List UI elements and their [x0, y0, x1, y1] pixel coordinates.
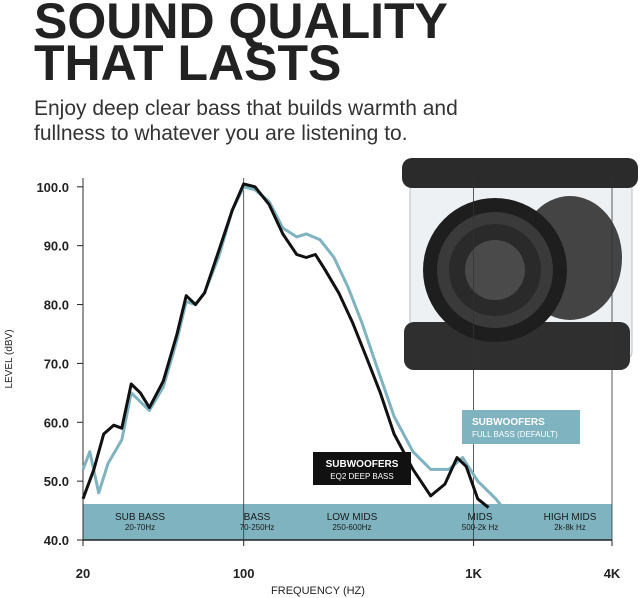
legend-name: SUBWOOFERS	[326, 459, 399, 470]
band-name: HIGH MIDS	[544, 512, 597, 523]
y-tick-label: 70.0	[44, 356, 69, 371]
y-tick-label: 40.0	[44, 533, 69, 548]
title-line: THAT LASTS	[34, 35, 341, 91]
band-name: LOW MIDS	[327, 512, 378, 523]
y-tick-label: 50.0	[44, 474, 69, 489]
y-axis-label: LEVEL (dBV)	[4, 329, 15, 388]
x-tick-label: 4K	[604, 566, 621, 581]
y-tick-label: 100.0	[36, 180, 69, 195]
legend-mode: EQ2 DEEP BASS	[330, 472, 393, 481]
speaker-image	[402, 158, 638, 370]
band-range: 500-2k Hz	[462, 523, 498, 532]
series-line	[81, 182, 490, 509]
band-range: 2k-8k Hz	[554, 523, 586, 532]
y-tick-label: 90.0	[44, 239, 69, 254]
legend-mode: FULL BASS (DEFAULT)	[472, 430, 558, 439]
x-tick-label: 1K	[465, 566, 482, 581]
band-range: 20-70Hz	[125, 523, 155, 532]
band-name: MIDS	[468, 512, 493, 523]
subtitle-line: Enjoy deep clear bass that builds warmth…	[34, 97, 458, 120]
legend-box	[313, 452, 411, 485]
band-range: 70-250Hz	[240, 523, 275, 532]
legend-name: SUBWOOFERS	[472, 417, 545, 428]
x-axis-label: FREQUENCY (HZ)	[271, 585, 365, 597]
title-line: SOUND QUALITY	[34, 0, 448, 49]
x-tick-label: 100	[233, 566, 255, 581]
band-name: BASS	[244, 512, 271, 523]
x-tick-label: 20	[76, 566, 90, 581]
y-tick-label: 80.0	[44, 298, 69, 313]
subtitle-line: fullness to whatever you are listening t…	[34, 122, 408, 145]
y-tick-label: 60.0	[44, 415, 69, 430]
band-range: 250-600Hz	[332, 523, 371, 532]
band-name: SUB BASS	[115, 512, 165, 523]
legend-box	[462, 410, 580, 444]
band-strip	[83, 504, 612, 540]
